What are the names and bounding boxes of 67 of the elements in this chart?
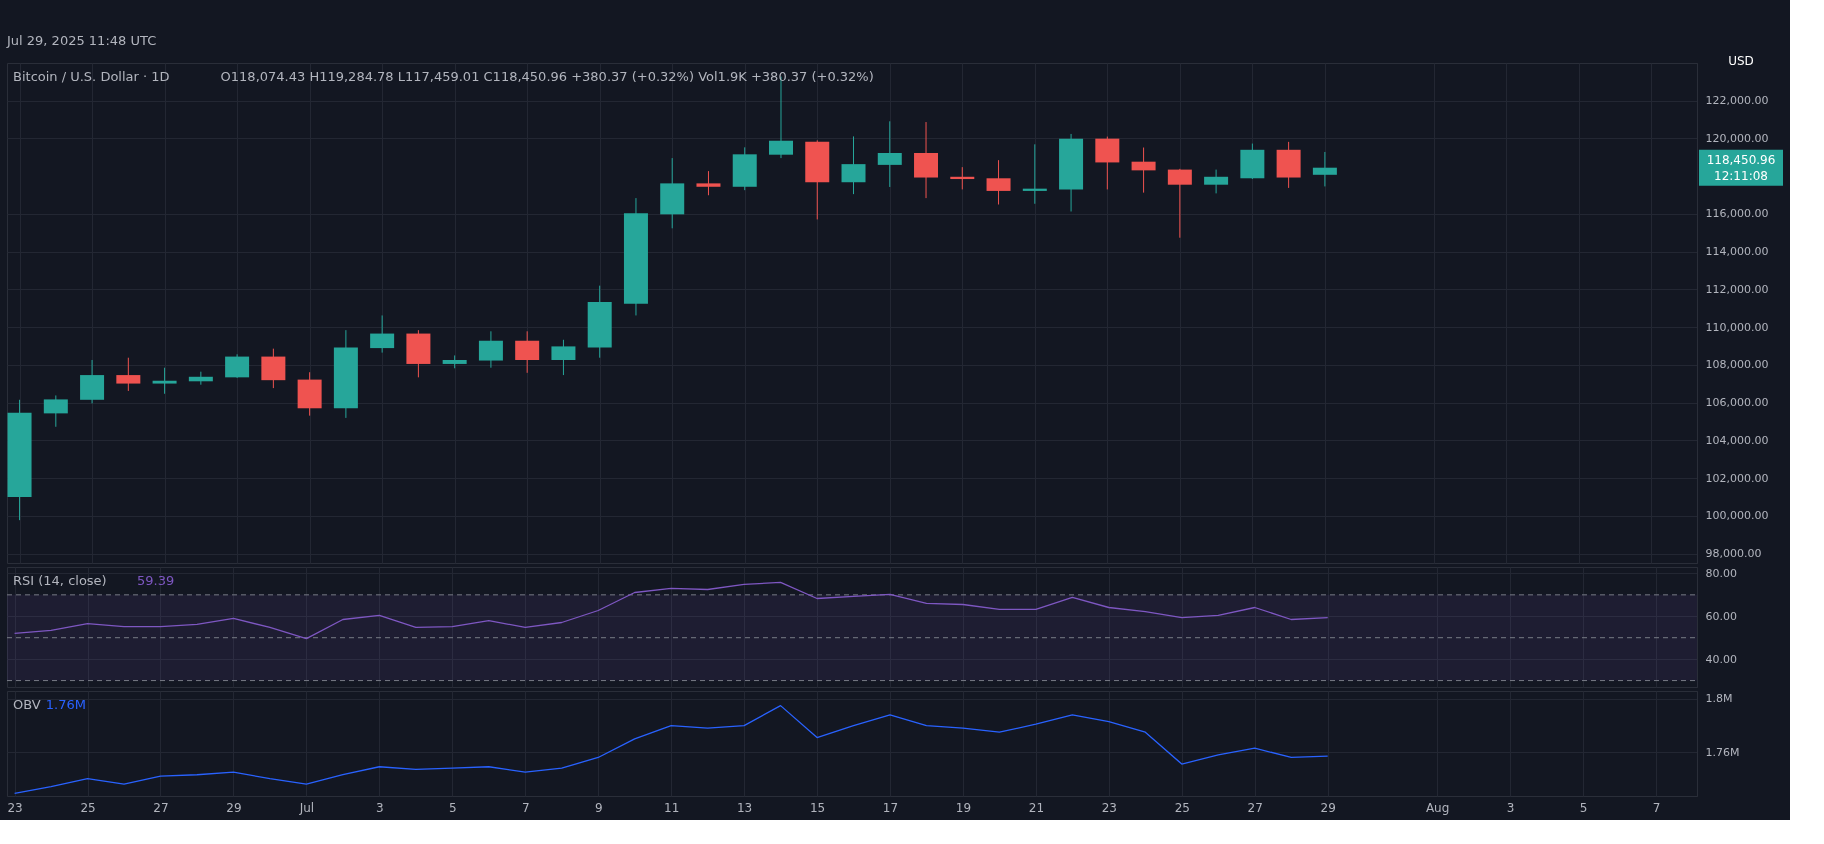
x-tick-label: 29 [226,800,242,815]
chart-title: OBV [13,697,41,712]
candlestick [478,330,503,369]
candlestick [696,170,721,196]
x-tick-label: 11 [664,800,680,815]
candlestick [986,159,1011,206]
text: RSI (14, close) [13,573,107,588]
x-tick-label: 25 [80,800,96,815]
x-tick-label: 9 [594,800,603,815]
y-tick-label: 110,000.00 [1705,320,1769,334]
y-tick-label: 122,000.00 [1705,94,1769,108]
x-tick-label: Jul [298,800,315,815]
candlestick [43,394,68,428]
y-tick-label: 60.00 [1705,609,1737,623]
text: Bitcoin / U.S. Dollar · 1D [13,69,170,84]
x-tick-label: 5 [448,800,457,815]
x-tick-label: 21 [1028,800,1045,815]
y-tick-label: 40.00 [1705,652,1737,666]
text: 59.39 [137,573,175,588]
y-tick-label: 1.76M [1705,745,1740,759]
candlestick [152,367,177,395]
x-tick-label: 29 [1320,800,1336,815]
x-tick-label: Aug [1425,800,1450,815]
y-tick-label: 108,000.00 [1705,358,1769,372]
y-tick-label: 120,000.00 [1705,131,1769,145]
chart-subtitle: 1.76M [45,697,86,712]
candlestick [551,339,576,376]
x-tick-label: 7 [521,800,530,815]
x-tick-label: 5 [1579,800,1588,815]
y-tick-label: 112,000.00 [1705,282,1769,296]
text: 118,450.96 [1706,152,1776,167]
x-tick-label: 3 [1506,800,1515,815]
y-tick-label: 114,000.00 [1705,245,1769,259]
x-tick-label: 23 [7,800,23,815]
y-tick-label: 116,000.00 [1705,207,1769,221]
candlestick [515,330,540,374]
x-tick-label: 17 [882,800,899,815]
y-tick-label: 1.8M [1705,692,1733,706]
x-tick-label: 3 [376,800,384,815]
candlestick [877,120,902,188]
x-tick-label: 15 [809,800,826,815]
y-tick-label: 104,000.00 [1705,433,1769,447]
candlestick [370,314,395,354]
y-tick-label: 100,000.00 [1705,509,1769,523]
candlestick [1312,151,1337,187]
text: USD [1728,54,1754,68]
x-tick-label: 25 [1174,800,1190,815]
x-tick-label: 13 [736,800,753,815]
x-tick-label: 7 [1652,800,1661,815]
candlestick [261,348,286,389]
candlestick [1131,147,1156,194]
y-tick-label: 106,000.00 [1705,396,1769,410]
candlestick [1204,169,1229,194]
candlestick [1095,136,1120,190]
y-tick-label: 98,000.00 [1705,547,1762,561]
x-tick-label: 27 [1247,800,1263,815]
text: 12:11:08 [1714,168,1768,183]
y-tick-label: 102,000.00 [1705,471,1769,485]
candlestick [841,135,866,195]
x-tick-label: 27 [153,800,169,815]
candlestick [1167,168,1192,239]
candlestick [225,353,250,379]
text: O118,074.43 H119,284.78 L117,459.01 C118,450.96 +380.37 (+0.32%) Vol1.9K +380.37 (+0.32%) [220,69,874,84]
text: Jul 29, 2025 11:48 UTC [6,33,157,48]
y-tick-label: 80.00 [1705,566,1737,580]
x-tick-label: 23 [1101,800,1117,815]
x-tick-label: 19 [955,800,972,815]
